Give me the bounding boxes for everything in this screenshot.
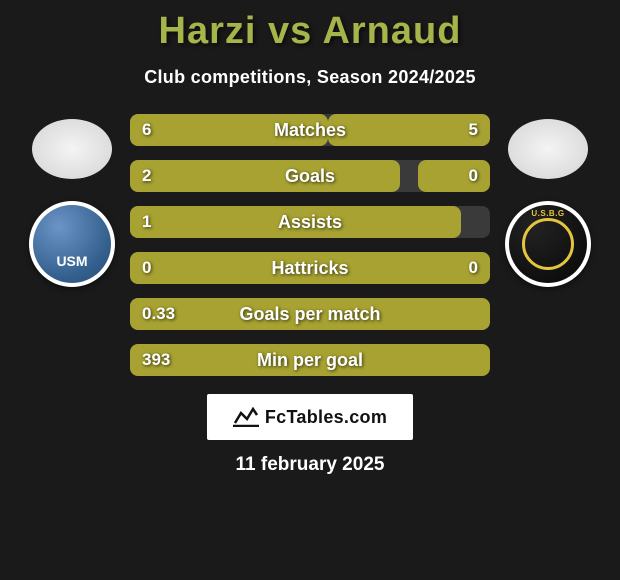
stat-label: Min per goal [130, 350, 490, 371]
brand-text: FcTables.com [265, 407, 387, 428]
player2-silhouette [508, 119, 588, 179]
stat-label: Matches [130, 120, 490, 141]
stat-row: 65Matches [130, 114, 490, 146]
right-player-col [498, 114, 598, 287]
stat-row: 00Hattricks [130, 252, 490, 284]
left-player-col [22, 114, 122, 287]
player1-silhouette [32, 119, 112, 179]
page-title: Harzi vs Arnaud [20, 10, 600, 53]
stat-label: Goals per match [130, 304, 490, 325]
stat-label: Goals [130, 166, 490, 187]
date-text: 11 february 2025 [20, 454, 600, 476]
brand-logo: FcTables.com [207, 394, 413, 440]
stat-row: 0.33Goals per match [130, 298, 490, 330]
subtitle: Club competitions, Season 2024/2025 [20, 67, 600, 88]
stat-row: 20Goals [130, 160, 490, 192]
stat-label: Assists [130, 212, 490, 233]
stat-label: Hattricks [130, 258, 490, 279]
stat-row: 1Assists [130, 206, 490, 238]
stat-row: 393Min per goal [130, 344, 490, 376]
vs-word: vs [268, 10, 312, 52]
club-badge-left [29, 201, 115, 287]
player1-name: Harzi [159, 10, 257, 52]
infographic-container: Harzi vs Arnaud Club competitions, Seaso… [0, 0, 620, 486]
player2-name: Arnaud [322, 10, 461, 52]
club-badge-right [505, 201, 591, 287]
chart-icon [233, 407, 259, 427]
stats-bars: 65Matches 20Goals 1Assists 00Hattricks 0.33G… [130, 114, 490, 376]
comparison-panel: 65Matches 20Goals 1Assists 00Hattricks 0.33G… [20, 114, 600, 376]
